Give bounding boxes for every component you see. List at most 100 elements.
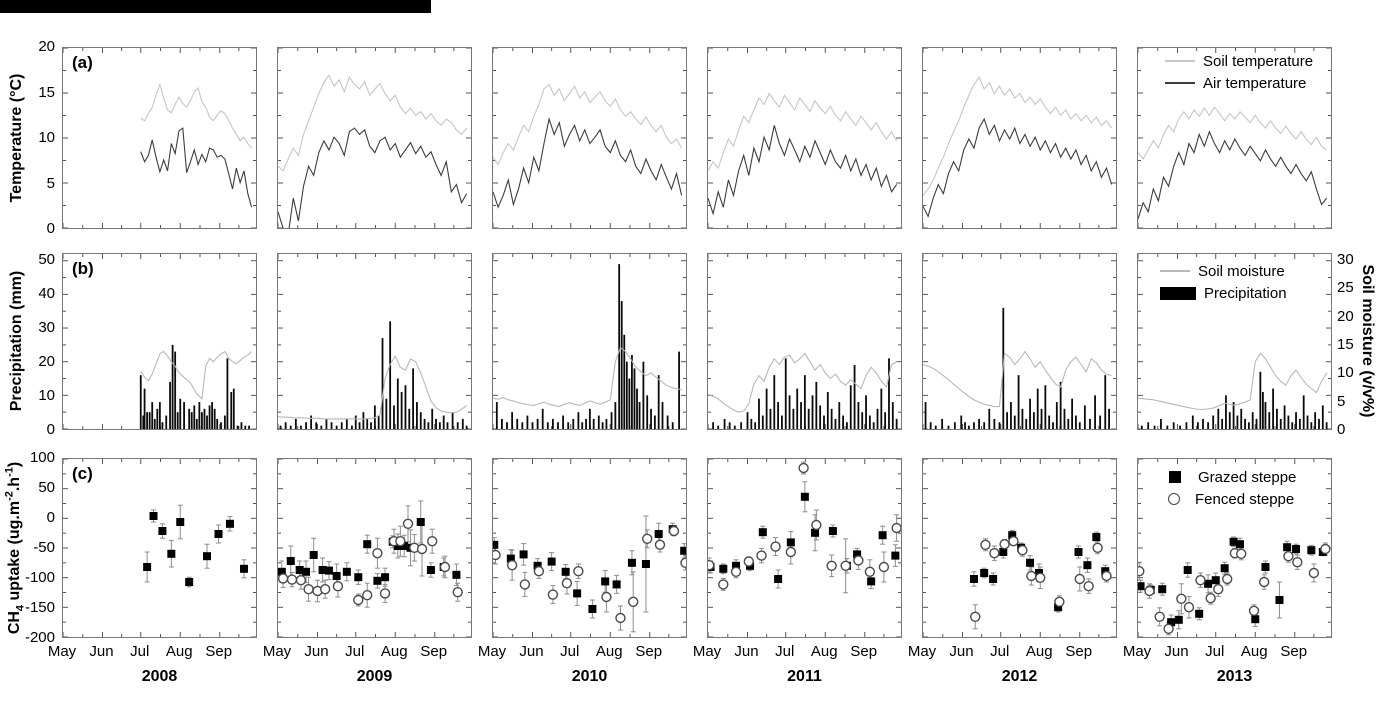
grazed-steppe-point [1092,533,1101,541]
fenced-steppe-point [1205,592,1216,604]
panel-precipitation-2009-plot [278,254,471,429]
ch4-ytick-label: -200 [24,629,55,646]
precip-bar [216,418,219,429]
grazed-steppe-point [452,570,461,579]
month-tick-label: Aug [165,643,193,660]
precip-bar [1279,418,1282,429]
precip-bar [244,425,247,429]
fenced-steppe-point [439,561,451,573]
precip-bar [419,412,422,429]
precip-bar [362,412,365,429]
fenced-steppe-point [826,560,837,572]
fenced-steppe-point [395,535,406,547]
month-tick-label: May [1122,643,1152,660]
precip-bar [1083,405,1086,429]
precip-bar [315,422,318,429]
grazed-steppe-point [891,551,900,560]
fenced-steppe-point [452,586,463,598]
precip-bar [195,418,198,429]
fenced-steppe-point [402,518,414,530]
fenced-steppe-point [1144,585,1155,597]
grazed-steppe-point [641,560,650,568]
precip-bar [1160,418,1162,429]
precip-bar [585,418,587,429]
ch4-ytick-label: 50 [38,479,55,496]
precip-bar [1251,412,1254,429]
precip-bar [605,418,608,429]
precip-bar [1325,422,1328,429]
grazed-steppe-point [828,527,837,535]
grazed-steppe-point [1174,615,1183,624]
precip-bar [769,408,772,429]
fenced-steppe-point [785,546,797,558]
precip-bar [536,418,539,429]
precip-bar [294,418,297,429]
precip-bar [823,415,825,429]
legend-ch4: Grazed steppe Fenced steppe [1160,466,1330,510]
precip-bar [1272,388,1274,429]
month-tick-label: Jul [990,643,1010,660]
precip-bar [557,422,559,429]
soil-moisture-ytick-label: 5 [1337,392,1346,410]
precip-bar [993,418,996,429]
soil-moisture-ytick-label: 0 [1337,421,1346,438]
precip-bar [461,418,464,429]
grazed-steppe-point [1283,543,1292,552]
precip-bar [597,415,600,429]
precip-bar [1179,425,1181,429]
precip-bar [846,422,848,429]
precip-bar [1166,425,1169,429]
y-axis-title-precipitation: Precipitation (mm) [8,270,25,412]
precip-bar [1259,371,1262,429]
precip-bar [1089,418,1091,429]
precip-bar [953,422,956,429]
panel-temperature-2009 [277,47,472,229]
precip-bar [465,425,468,429]
legend-item-air-temperature: Air temperature [1165,72,1330,94]
precip-bar [325,418,328,429]
month-tick-label: Sep [1065,643,1093,660]
legend-label: Fenced steppe [1195,490,1295,508]
precip-bar [161,422,164,429]
precip-bar [423,418,426,429]
precip-bar [1063,408,1066,429]
precip-bar [614,402,617,429]
grazed-steppe-point [786,538,795,547]
month-tick-label: Aug [380,643,408,660]
precip-bar [495,402,498,429]
grazed-steppe-point [654,530,663,538]
legend-item-soil-temperature: Soil temperature [1165,50,1330,72]
panel-ch4-2013-plot [1138,459,1331,637]
grazed-steppe-point [363,540,372,549]
precip-bar [577,412,580,429]
precip-bar [601,422,604,429]
precip-bar [811,395,814,429]
fenced-steppe-point [533,565,545,577]
grazed-steppe-point [506,554,515,563]
legend-label: Soil moisture [1198,262,1285,280]
grazed-steppe-point [680,546,686,555]
grazed-steppe-point [1220,564,1229,573]
precip-bar [1147,422,1150,429]
precip-bar [146,412,149,429]
precip-bar [188,408,191,429]
panel-precipitation-2013 [1137,253,1332,430]
precip-bar [206,415,208,429]
month-tick-label: Jul [345,643,365,660]
grazed-steppe-point [878,531,887,540]
fenced-steppe-point [561,577,573,589]
precip-bar [807,408,810,429]
grazed-steppe-point [295,566,304,574]
grazed-steppe-point [1138,582,1145,591]
precip-bar [435,418,437,429]
panel-temperature-2013 [1137,47,1332,229]
grazed-steppe-point [400,542,409,550]
fenced-steppe-point [1163,623,1174,635]
precip-bar [377,415,380,429]
precip-bar [511,412,514,429]
precipitation-ytick-label: 50 [38,250,55,268]
precip-bar [151,402,154,429]
precip-bar [777,402,779,429]
precip-bar [633,368,636,429]
precip-bar [1244,418,1246,429]
